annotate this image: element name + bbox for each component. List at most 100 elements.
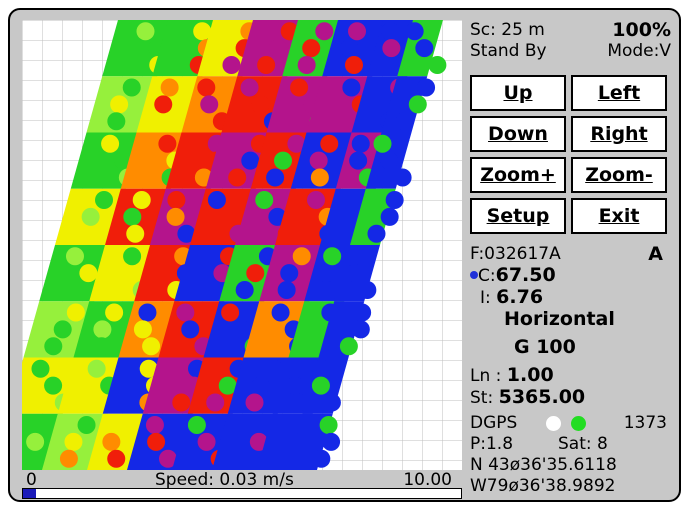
swath-blob	[255, 191, 274, 209]
swath-blob	[136, 22, 155, 41]
swath-blob	[265, 359, 284, 378]
swath-blob	[320, 134, 339, 153]
control-panel: Sc: 25 m 100% Stand By Mode:V Up Left Do…	[468, 18, 673, 496]
flag-indicator: A	[648, 243, 663, 265]
header-row-2: Stand By Mode:V	[470, 41, 671, 61]
speed-progress-fill	[23, 489, 37, 498]
swath-blob	[292, 247, 311, 266]
swath-blob	[107, 449, 126, 468]
swath-blob	[44, 376, 63, 395]
swath-blob	[145, 416, 164, 434]
swath-blob	[207, 191, 226, 209]
st-value: 5365.00	[498, 386, 586, 408]
scale-readout: Sc: 25 m	[470, 20, 545, 40]
swath-blob	[302, 39, 321, 58]
swath-blob	[160, 112, 179, 131]
latitude: N 43ø36'35.6118	[470, 455, 617, 475]
swath-blob	[297, 56, 316, 74]
speed-progress-bar	[22, 488, 462, 499]
swath-blob	[167, 191, 186, 209]
ln-row: Ln : 1.00	[470, 364, 671, 386]
swath-blob	[417, 78, 436, 97]
swath-blob	[268, 39, 287, 58]
swath-blob	[81, 207, 100, 226]
swath-blob	[319, 416, 338, 434]
down-button[interactable]: Down	[470, 116, 566, 152]
zoom-out-button[interactable]: Zoom-	[571, 157, 667, 193]
swath-blob	[187, 416, 206, 434]
swath-blob	[200, 95, 219, 114]
swath-blob	[93, 320, 112, 339]
swath-blob	[344, 56, 363, 74]
swath-blob	[122, 78, 141, 97]
setup-button[interactable]: Setup	[470, 198, 566, 234]
swath-blob	[160, 78, 179, 97]
swath-blob	[373, 134, 392, 153]
i-row: I: 6.76	[470, 286, 671, 308]
swath-blob	[428, 56, 447, 74]
swath-blob	[132, 191, 151, 209]
swath-blob	[101, 134, 120, 153]
right-button[interactable]: Right	[571, 116, 667, 152]
swath-blob	[26, 432, 45, 451]
swath-blob	[158, 134, 177, 153]
swath-blob	[31, 359, 50, 378]
swath-blob	[339, 337, 358, 356]
scale-min: 0	[26, 470, 37, 490]
swath-blob	[105, 303, 124, 322]
swath-blob	[382, 39, 401, 58]
zoom-percent: 100%	[612, 19, 671, 41]
swath-blob	[193, 22, 212, 41]
up-button[interactable]: Up	[470, 75, 566, 111]
swath-blob	[166, 207, 185, 226]
swath-blob	[311, 376, 330, 395]
swath-blob	[251, 95, 270, 114]
c-label: C:	[478, 266, 496, 286]
scale-max: 10.00	[403, 470, 452, 490]
st-row: St: 5365.00	[470, 386, 671, 408]
swath-blob	[322, 432, 341, 451]
swath-blob	[66, 303, 85, 322]
zoom-in-button[interactable]: Zoom+	[470, 157, 566, 193]
file-name: F:032617A	[470, 244, 561, 264]
left-button[interactable]: Left	[571, 75, 667, 111]
swath-blob	[271, 303, 290, 322]
swath-blob	[123, 247, 142, 266]
swath-blob	[221, 303, 240, 322]
map-canvas	[22, 20, 462, 470]
status-text: Stand By	[470, 41, 547, 61]
swath-blob	[218, 376, 237, 395]
swath-blob	[277, 281, 296, 299]
swath-blob	[309, 151, 328, 170]
swath-blob	[87, 359, 106, 378]
swath-blob	[342, 78, 361, 97]
swath-blob	[340, 39, 359, 58]
swath-blob	[216, 207, 235, 226]
swath-blob	[315, 22, 334, 41]
gps-count: 1373	[623, 413, 667, 433]
exit-button[interactable]: Exit	[571, 198, 667, 234]
swath-blob	[251, 376, 270, 395]
swath-blob	[289, 393, 308, 412]
swath-blob	[241, 151, 260, 170]
longitude: W79ø36'38.9892	[470, 476, 616, 496]
swath-blob	[415, 39, 434, 58]
swath-blob	[147, 432, 166, 451]
swath-blob	[385, 191, 404, 209]
st-label: St:	[470, 388, 494, 408]
swath-blob	[228, 168, 247, 187]
app-window: 0 Speed: 0.03 m/s 10.00 Sc: 25 m 100% St…	[8, 8, 681, 502]
survey-map[interactable]	[22, 20, 462, 470]
swath-blob	[287, 134, 306, 153]
orientation-text: Horizontal	[504, 308, 615, 330]
swath-blob	[393, 168, 412, 187]
swath-blob	[367, 224, 386, 243]
swath-segment	[318, 301, 365, 358]
swath-blob	[345, 264, 364, 283]
swath-blob	[290, 78, 309, 97]
swath-blob	[380, 207, 399, 226]
swath-blob	[79, 264, 98, 283]
header-row-1: Sc: 25 m 100%	[470, 19, 671, 41]
swath-blob	[405, 22, 424, 41]
swath-blob	[249, 432, 268, 451]
